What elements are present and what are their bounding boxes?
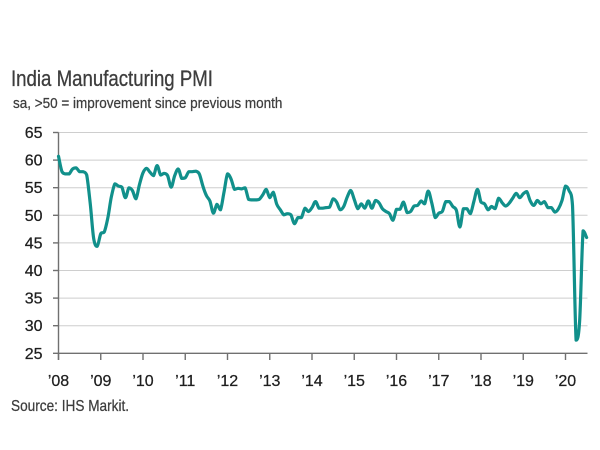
svg-text:45: 45	[25, 235, 43, 252]
svg-text:’15: ’15	[344, 373, 365, 390]
svg-text:55: 55	[25, 180, 43, 197]
svg-text:60: 60	[25, 153, 43, 170]
svg-text:’18: ’18	[470, 373, 491, 390]
svg-text:25: 25	[25, 346, 43, 363]
svg-text:’19: ’19	[513, 373, 534, 390]
svg-text:’08: ’08	[48, 373, 69, 390]
svg-text:’17: ’17	[428, 373, 449, 390]
svg-text:’13: ’13	[259, 373, 280, 390]
svg-text:’20: ’20	[555, 373, 576, 390]
svg-text:65: 65	[25, 125, 43, 142]
svg-text:50: 50	[25, 208, 43, 225]
svg-text:35: 35	[25, 291, 43, 308]
svg-text:40: 40	[25, 263, 43, 280]
svg-text:’11: ’11	[175, 373, 195, 390]
svg-text:’12: ’12	[217, 373, 238, 390]
svg-text:’14: ’14	[301, 373, 322, 390]
svg-text:’16: ’16	[386, 373, 407, 390]
svg-text:30: 30	[25, 318, 43, 335]
svg-text:’09: ’09	[90, 373, 111, 390]
svg-text:’10: ’10	[132, 373, 153, 390]
